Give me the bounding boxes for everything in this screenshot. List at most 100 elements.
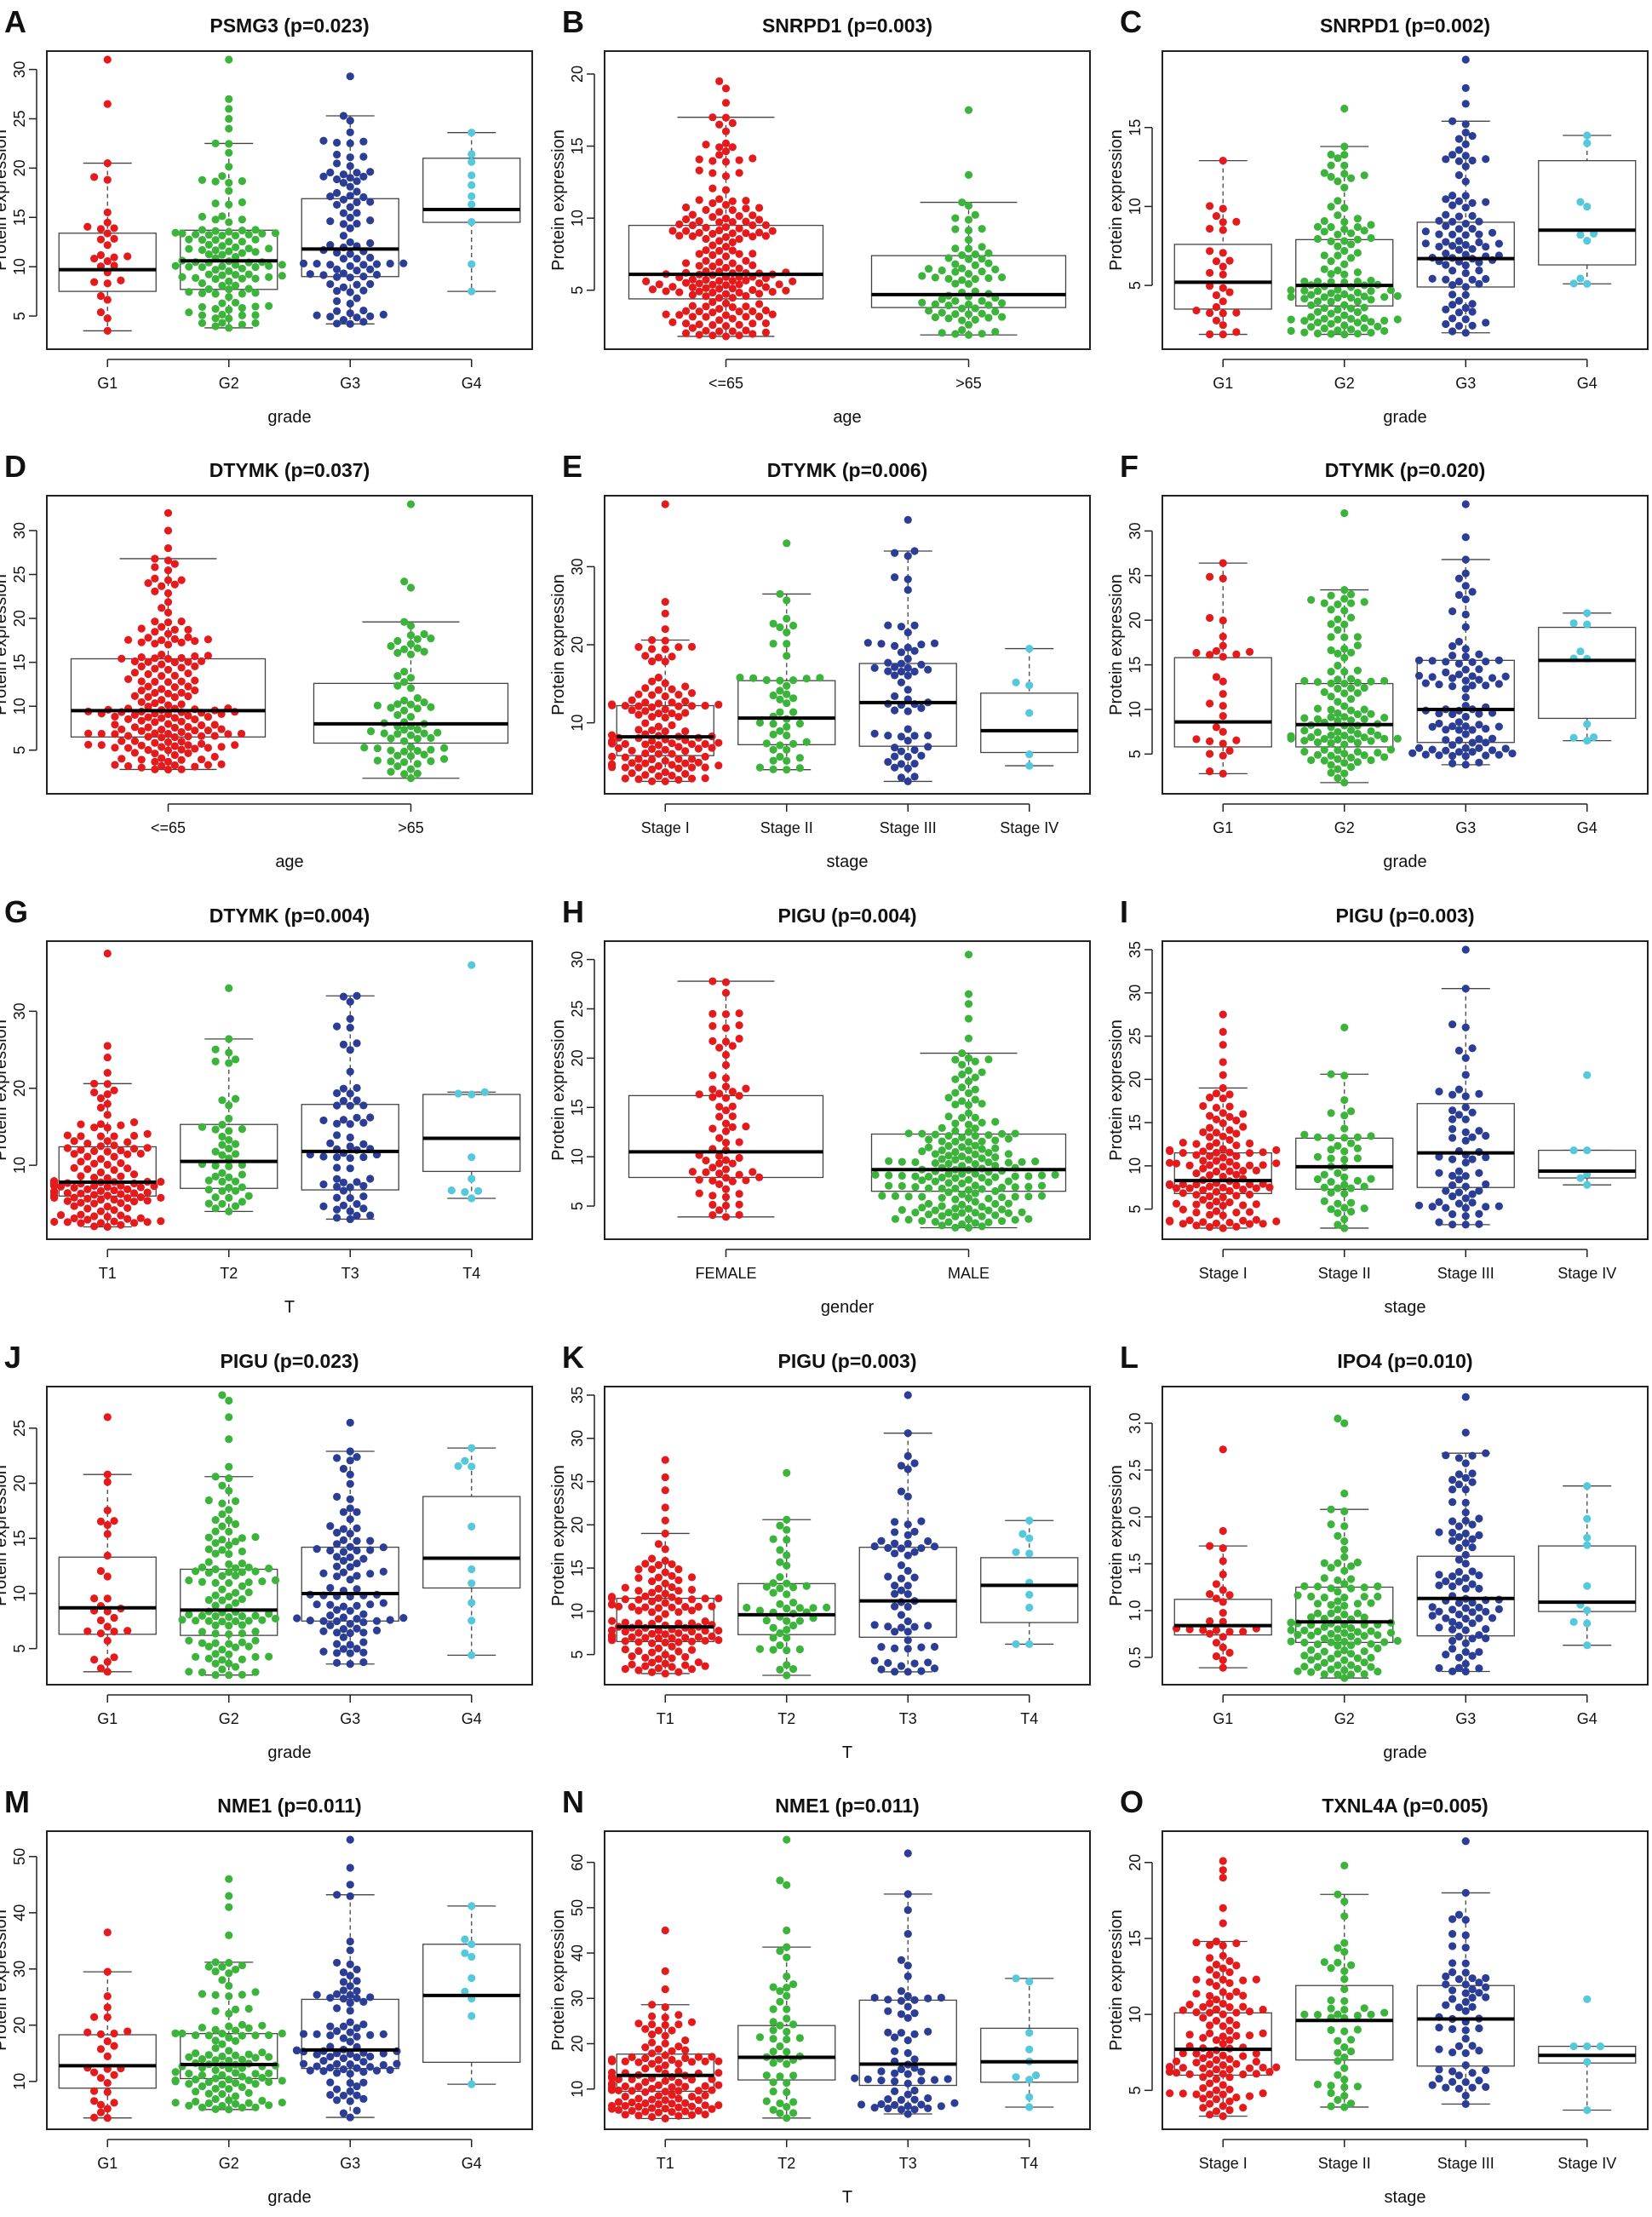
data-point [130, 692, 139, 700]
data-point [144, 634, 152, 642]
data-point [1428, 274, 1437, 283]
x-tick-label: G3 [340, 2155, 360, 2172]
data-point [163, 654, 173, 663]
data-point [177, 745, 186, 754]
data-point [1482, 243, 1490, 251]
data-point [359, 2058, 368, 2066]
data-point [1199, 1164, 1207, 1173]
data-point [211, 2105, 220, 2113]
data-point [1475, 217, 1483, 226]
data-point [157, 1193, 165, 1202]
data-point [1454, 245, 1464, 255]
data-point [306, 1616, 314, 1625]
data-point [238, 1125, 246, 1134]
data-point [225, 1612, 233, 1622]
data-point [1340, 702, 1349, 710]
data-point [1386, 1628, 1396, 1637]
data-point [1225, 288, 1234, 296]
data-point [1448, 709, 1457, 719]
data-point [1340, 2082, 1349, 2092]
data-point [1448, 281, 1457, 290]
data-point [621, 1595, 629, 1604]
data-point [1340, 1674, 1349, 1682]
data-point [1442, 1451, 1450, 1460]
data-point [1448, 267, 1457, 275]
data-point [1435, 2074, 1443, 2083]
data-point [776, 708, 784, 716]
data-point [339, 1994, 348, 2003]
data-point [1320, 1170, 1328, 1179]
data-point [648, 2030, 657, 2039]
data-point [1428, 2081, 1437, 2089]
data-point [1004, 1177, 1013, 1186]
data-point [1461, 1194, 1470, 1203]
data-point [379, 1567, 387, 1576]
data-point [701, 2057, 709, 2066]
data-point [721, 200, 731, 210]
plot-frame [46, 50, 533, 350]
data-point [938, 1123, 946, 1132]
data-point [695, 1189, 703, 1198]
y-tick-label: 20 [569, 2036, 586, 2053]
data-point [218, 271, 227, 279]
data-point [244, 1642, 253, 1651]
data-point [225, 1541, 233, 1549]
data-point [1320, 227, 1328, 236]
data-point [218, 1962, 227, 1971]
box-group-stage-ii [736, 539, 836, 774]
data-point [1583, 1641, 1592, 1650]
data-point [346, 1194, 354, 1203]
data-point [641, 2054, 650, 2063]
data-point [346, 1946, 354, 1955]
data-point [204, 2078, 213, 2087]
data-point [1340, 1984, 1349, 1994]
data-point [1346, 684, 1356, 692]
data-point [231, 231, 240, 240]
data-point [1340, 1996, 1349, 2006]
data-point [1482, 751, 1490, 760]
data-point [898, 1181, 906, 1191]
data-point [897, 2010, 906, 2019]
data-point [668, 750, 676, 758]
data-point [204, 761, 213, 769]
data-point [1327, 172, 1335, 181]
data-point [151, 738, 159, 747]
data-point [783, 1926, 791, 1935]
data-point [776, 2042, 784, 2051]
data-point [1454, 2084, 1464, 2093]
data-point [1448, 682, 1457, 691]
data-point [958, 1200, 967, 1209]
data-point [735, 1138, 743, 1146]
data-point [339, 2022, 348, 2030]
data-point [783, 1634, 791, 1642]
data-point [1219, 1119, 1227, 1128]
data-point [654, 1604, 663, 1612]
data-point [218, 1976, 227, 1984]
x-tick-label: G1 [1213, 375, 1233, 392]
data-point [1012, 1548, 1020, 1557]
data-point [1442, 275, 1450, 284]
data-point [372, 1626, 381, 1634]
data-point [668, 2082, 676, 2092]
data-point [1192, 1990, 1201, 1998]
data-point [103, 218, 112, 227]
data-point [339, 2065, 348, 2074]
data-point [1340, 778, 1349, 787]
data-point [951, 1156, 960, 1164]
data-point [117, 1159, 125, 1168]
data-point [1313, 1609, 1322, 1617]
data-point [1482, 1993, 1490, 2002]
data-point [251, 289, 260, 297]
data-point [708, 1071, 717, 1080]
data-point [971, 1169, 979, 1178]
data-point [1494, 1605, 1503, 1613]
data-point [346, 261, 354, 270]
data-point [1219, 157, 1227, 165]
data-point [251, 2103, 260, 2111]
data-point [333, 249, 341, 257]
data-point [218, 1536, 227, 1544]
data-point [1219, 297, 1227, 306]
data-point [1461, 231, 1470, 239]
data-point [1313, 1600, 1322, 1608]
